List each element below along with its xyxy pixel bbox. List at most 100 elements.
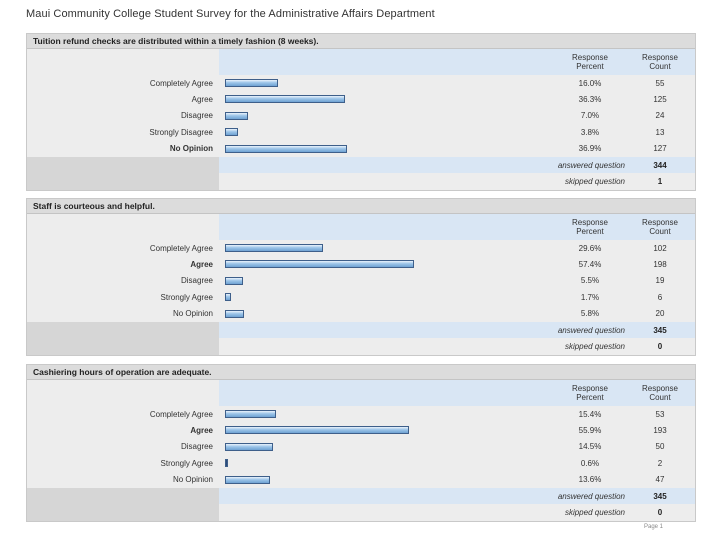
answer-label: Strongly Agree (160, 292, 213, 302)
response-percent: 1.7% (555, 292, 625, 302)
question-block-2: Staff is courteous and helpful. Response… (26, 198, 696, 356)
table-row: Completely Agree 16.0% 55 (27, 75, 695, 91)
answer-label: No Opinion (172, 475, 213, 485)
response-bar (225, 79, 278, 87)
answer-label: Agree (190, 426, 213, 436)
response-percent: 14.5% (555, 442, 625, 452)
response-bar (225, 111, 248, 120)
response-bar (225, 260, 414, 269)
question-title: Tuition refund checks are distributed wi… (27, 34, 695, 49)
answered-row: answered question 345 (27, 487, 695, 505)
table-row: Disagree 7.0% 24 (27, 108, 695, 124)
response-percent: 55.9% (555, 426, 625, 436)
skipped-label: skipped question (564, 177, 625, 187)
question-title: Staff is courteous and helpful. (27, 199, 695, 214)
table-row: Agree 36.3% 125 (27, 91, 695, 107)
answered-row: answered question 344 (27, 156, 695, 174)
answer-label: Disagree (180, 442, 213, 452)
response-percent: 0.6% (555, 458, 625, 468)
skipped-count: 1 (657, 177, 663, 187)
answer-label: Completely Agree (149, 78, 213, 88)
question-title: Cashiering hours of operation are adequa… (27, 365, 695, 380)
table-row: Agree 57.4% 198 (27, 256, 695, 272)
skipped-label: skipped question (564, 508, 625, 518)
table-header: Response Percent Response Count (27, 214, 695, 240)
table-header: Response Percent Response Count (27, 49, 695, 75)
table-row: Agree 55.9% 193 (27, 422, 695, 438)
question-block-3: Cashiering hours of operation are adequa… (26, 364, 696, 522)
table-row: Completely Agree 15.4% 53 (27, 406, 695, 422)
response-percent: 7.0% (555, 111, 625, 121)
response-count: 53 (625, 409, 695, 419)
skipped-count: 0 (657, 508, 663, 518)
response-bar (225, 293, 231, 302)
table-row: No Opinion 13.6% 47 (27, 472, 695, 488)
answer-label: Agree (190, 260, 213, 270)
answered-count: 344 (653, 160, 667, 170)
response-count: 47 (625, 475, 695, 485)
table-row: No Opinion 36.9% 127 (27, 141, 695, 157)
answer-label: Completely Agree (149, 243, 213, 253)
answered-count: 345 (653, 491, 667, 501)
response-bar (225, 128, 238, 137)
response-count: 24 (625, 111, 695, 121)
response-count: 13 (625, 127, 695, 137)
response-bar (225, 95, 345, 104)
response-count: 50 (625, 442, 695, 452)
response-percent: 13.6% (555, 475, 625, 485)
table-row: No Opinion 5.8% 20 (27, 306, 695, 322)
response-bar (225, 475, 270, 484)
response-percent-header: Response Percent (555, 380, 625, 406)
response-count: 19 (625, 276, 695, 286)
answer-label: Disagree (180, 276, 213, 286)
page-number: Page 1 (644, 524, 664, 530)
answer-label: Strongly Agree (160, 458, 213, 468)
response-percent: 3.8% (555, 127, 625, 137)
response-percent: 5.8% (555, 309, 625, 319)
answered-count: 345 (653, 325, 667, 335)
skipped-row: skipped question 1 (27, 173, 695, 190)
response-count: 127 (625, 144, 695, 154)
skipped-count: 0 (657, 342, 663, 352)
response-percent: 15.4% (555, 409, 625, 419)
response-bar (225, 442, 273, 451)
response-count: 2 (625, 458, 695, 468)
response-bar (225, 459, 228, 468)
response-bar (225, 426, 409, 435)
table-row: Strongly Agree 0.6% 2 (27, 455, 695, 471)
response-percent-header: Response Percent (555, 49, 625, 75)
response-percent: 36.9% (555, 144, 625, 154)
response-bar (225, 144, 347, 153)
skipped-row: skipped question 0 (27, 338, 695, 355)
response-bar (225, 309, 244, 318)
answer-label: No Opinion (169, 144, 213, 154)
response-count: 20 (625, 309, 695, 319)
answered-label: answered question (557, 325, 625, 335)
answered-label: answered question (557, 491, 625, 501)
answer-label: Agree (191, 95, 213, 105)
response-percent: 16.0% (555, 78, 625, 88)
table-row: Disagree 5.5% 19 (27, 273, 695, 289)
table-row: Disagree 14.5% 50 (27, 439, 695, 455)
response-count: 198 (625, 260, 695, 270)
response-count-header: Response Count (625, 214, 695, 240)
response-percent: 57.4% (555, 260, 625, 270)
answer-label: Completely Agree (149, 409, 213, 419)
response-percent: 29.6% (555, 243, 625, 253)
response-percent-header: Response Percent (555, 214, 625, 240)
table-header: Response Percent Response Count (27, 380, 695, 406)
response-count-header: Response Count (625, 49, 695, 75)
skipped-row: skipped question 0 (27, 504, 695, 521)
response-bar (225, 276, 243, 285)
table-row: Completely Agree 29.6% 102 (27, 240, 695, 256)
response-count: 102 (625, 243, 695, 253)
answer-label: Disagree (180, 111, 213, 121)
table-row: Strongly Disagree 3.8% 13 (27, 124, 695, 140)
page-title: Maui Community College Student Survey fo… (26, 8, 435, 20)
response-count: 193 (625, 426, 695, 436)
response-count: 55 (625, 78, 695, 88)
answered-row: answered question 345 (27, 321, 695, 339)
response-bar (225, 244, 323, 252)
table-row: Strongly Agree 1.7% 6 (27, 289, 695, 305)
skipped-label: skipped question (564, 342, 625, 352)
